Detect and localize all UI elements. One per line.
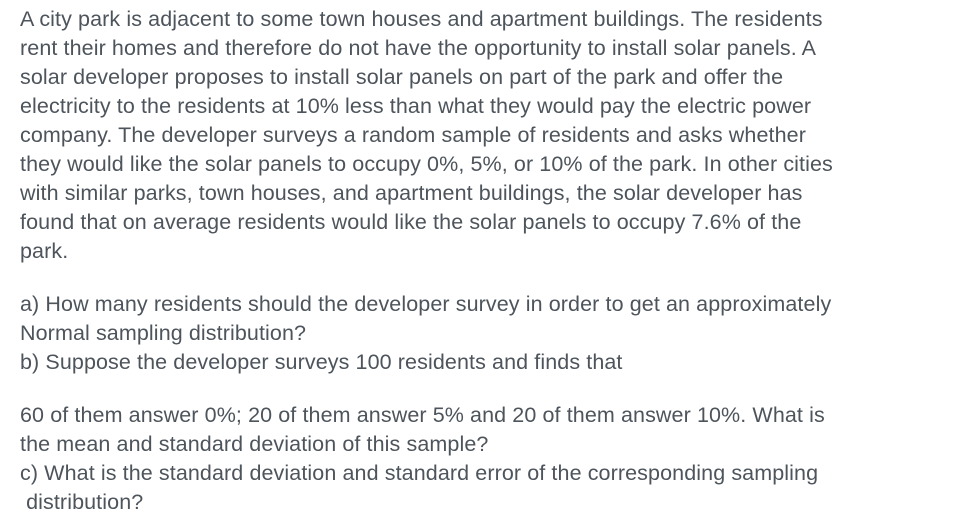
text-line: solar developer proposes to install sola… [20,65,784,89]
question-b-data-and-c-paragraph: 60 of them answer 0%; 20 of them answer … [20,401,954,517]
text-line: A city park is adjacent to some town hou… [20,7,823,31]
text-line: with similar parks, town houses, and apa… [20,181,803,205]
text-line: park. [20,239,69,263]
text-line: rent their homes and therefore do not ha… [20,36,817,60]
question-a-b-paragraph: a) How many residents should the develop… [20,290,954,377]
text-line: c) What is the standard deviation and st… [20,461,819,485]
text-line: electricity to the residents at 10% less… [20,94,812,118]
text-line: 60 of them answer 0%; 20 of them answer … [20,403,825,427]
text-line: they would like the solar panels to occu… [20,152,833,176]
text-line: distribution? [20,490,144,514]
text-line: a) How many residents should the develop… [20,292,832,316]
text-line: b) Suppose the developer surveys 100 res… [20,350,623,374]
text-line: Normal sampling distribution? [20,321,307,345]
text-line: the mean and standard deviation of this … [20,432,489,456]
text-line: found that on average residents would li… [20,210,802,234]
text-line: company. The developer surveys a random … [20,123,806,147]
problem-intro-paragraph: A city park is adjacent to some town hou… [20,5,954,266]
